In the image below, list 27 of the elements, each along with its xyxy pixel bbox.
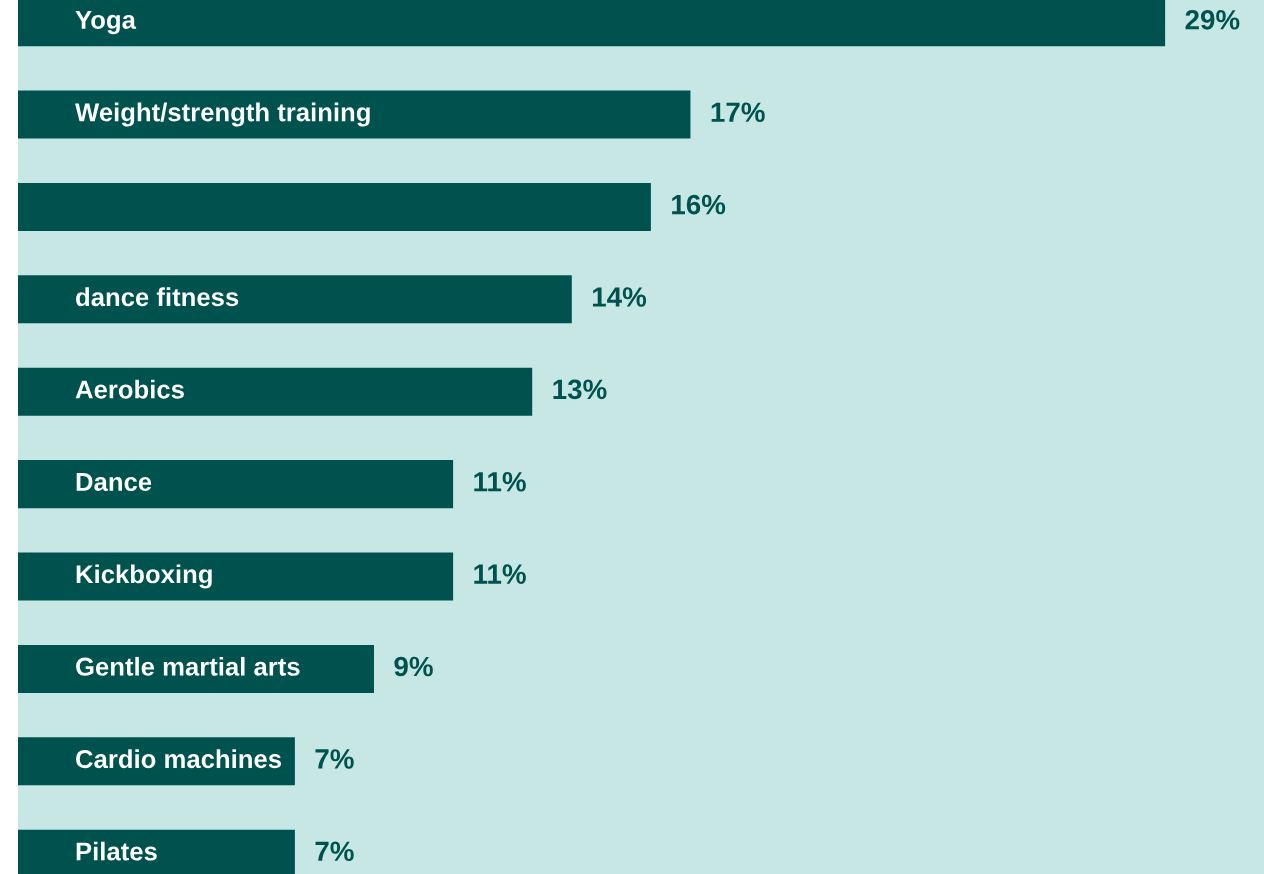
bar (18, 90, 691, 139)
y-tick-label: Gentle martial arts (76, 656, 300, 676)
data-label: 11% (474, 471, 526, 492)
data-label: 16% (672, 194, 726, 215)
y-tick-label: Cardio machines (76, 749, 281, 769)
bar (18, 644, 374, 693)
bar (18, 275, 572, 324)
data-label: 11% (474, 564, 526, 584)
bar (18, 0, 1166, 47)
bar (18, 367, 533, 416)
data-label: 7% (315, 749, 354, 769)
data-label: 7% (315, 841, 354, 862)
bar (18, 460, 454, 509)
y-tick-label: dance fitness (76, 287, 239, 307)
data-label: 13% (553, 379, 607, 400)
bar (18, 182, 651, 231)
data-label: 14% (592, 287, 647, 307)
y-tick-label: Kickboxing (76, 564, 212, 589)
data-label: 17% (711, 102, 765, 122)
data-label: 9% (394, 656, 433, 677)
y-tick-label: Weight/strength training (75, 102, 370, 127)
y-tick-label: Yoga (75, 11, 137, 35)
y-tick-label: Aerobics (75, 379, 184, 399)
y-tick-label: Dance (76, 473, 152, 492)
y-tick-label: Pilates (76, 841, 157, 861)
data-label: 29% (1185, 9, 1240, 30)
bar (18, 552, 454, 601)
